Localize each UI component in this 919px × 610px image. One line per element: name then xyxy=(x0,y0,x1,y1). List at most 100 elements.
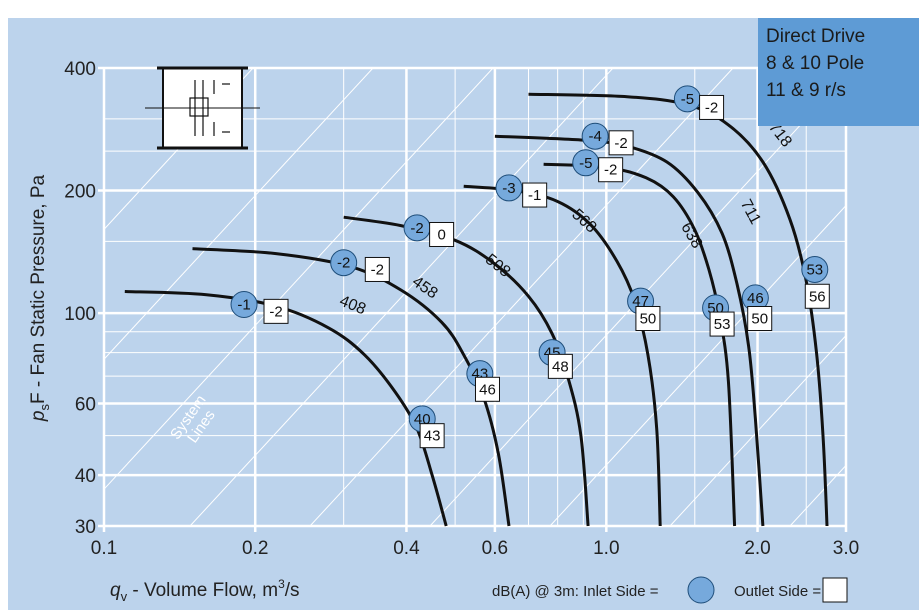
info-line-2: 8 & 10 Pole xyxy=(766,53,865,74)
x-tick-label: 3.0 xyxy=(833,538,859,559)
legend: dB(A) @ 3m: Inlet Side = Outlet Side = xyxy=(492,576,848,604)
legend-outlet-square xyxy=(822,577,848,603)
inlet-badge-711-circle xyxy=(581,122,609,150)
outlet-badge-711-text: -2 xyxy=(614,135,627,152)
info-line-1: Direct Drive xyxy=(766,26,866,47)
outlet-low-badge-568-text: 50 xyxy=(640,311,657,328)
outlet-low-badge-508-square xyxy=(547,353,573,379)
y-axis-label: psF - Fan Static Pressure, Pa xyxy=(28,174,52,422)
inlet-badge-458-text: -2 xyxy=(337,255,350,272)
inlet-badge-711-text: -4 xyxy=(588,128,601,145)
fan-curve-408 xyxy=(124,290,448,527)
outlet-badge-568-text: -1 xyxy=(528,187,541,204)
system-line-7 xyxy=(669,334,846,526)
outlet-low-badge-718-square xyxy=(804,283,830,309)
inlet-low-badge-568-text: 47 xyxy=(632,293,649,310)
drive-info-box: Direct Drive 8 & 10 Pole 11 & 9 r/s xyxy=(758,18,919,126)
inlet-low-badge-718: 53 xyxy=(801,255,829,283)
outlet-low-badge-458-text: 46 xyxy=(479,381,496,398)
outlet-low-badge-408: 43 xyxy=(419,423,445,449)
info-line-3: 11 & 9 r/s xyxy=(766,80,846,101)
fan-schematic-icon xyxy=(145,66,260,150)
y-tick-label: 400 xyxy=(64,59,96,80)
y-tick-label: 40 xyxy=(75,466,96,487)
outlet-badge-508: 0 xyxy=(429,221,455,247)
inlet-badge-508: -2 xyxy=(403,214,431,242)
outlet-low-badge-638: 53 xyxy=(709,311,735,337)
inlet-low-badge-718-circle xyxy=(801,255,829,283)
inlet-low-badge-711: 46 xyxy=(741,284,769,312)
outlet-badge-638-text: -2 xyxy=(604,162,617,179)
inlet-badge-458: -2 xyxy=(330,249,358,277)
outlet-badge-408-text: -2 xyxy=(269,303,282,320)
inlet-badge-718: -5 xyxy=(673,85,701,113)
inlet-badge-711: -4 xyxy=(581,122,609,150)
outlet-badge-408-square xyxy=(263,298,289,324)
outlet-low-badge-458-square xyxy=(474,376,500,402)
x-tick-label: 1.0 xyxy=(593,538,619,559)
inlet-low-badge-718-text: 53 xyxy=(806,261,823,278)
outlet-low-badge-718: 56 xyxy=(804,283,830,309)
outlet-badge-458-text: -2 xyxy=(371,261,384,278)
x-tick-label: 0.1 xyxy=(91,538,117,559)
inlet-badge-638: -5 xyxy=(572,149,600,177)
y-tick-label: 200 xyxy=(64,182,96,203)
y-tick-label: 30 xyxy=(75,517,96,538)
inlet-badge-408-text: -1 xyxy=(237,296,250,313)
outlet-low-badge-408-square xyxy=(419,423,445,449)
system-line-2 xyxy=(104,68,494,490)
fan-curve-718 xyxy=(528,92,829,527)
outlet-badge-508-text: 0 xyxy=(437,226,445,243)
outlet-low-badge-408-text: 43 xyxy=(424,428,441,445)
inlet-badge-568-circle xyxy=(495,174,523,202)
outlet-low-badge-638-text: 53 xyxy=(714,316,731,333)
inlet-badge-508-text: -2 xyxy=(410,220,423,237)
x-tick-labels: 0.1 0.2 0.4 0.6 1.0 2.0 3.0 xyxy=(91,538,859,559)
outlet-badge-718: -2 xyxy=(699,94,725,120)
outlet-low-badge-508: 48 xyxy=(547,353,573,379)
y-tick-labels: 30 40 60 100 200 400 xyxy=(64,59,96,538)
outlet-badge-568-square xyxy=(522,182,548,208)
legend-intro-text: dB(A) @ 3m: Inlet Side = xyxy=(492,583,659,600)
outlet-low-badge-638-square xyxy=(709,311,735,337)
x-tick-label: 0.2 xyxy=(242,538,268,559)
system-line-4 xyxy=(309,68,734,526)
outlet-low-badge-711-square xyxy=(747,306,773,332)
inlet-badge-408-circle xyxy=(230,290,258,318)
outlet-badge-638: -2 xyxy=(598,157,624,183)
x-tick-label: 2.0 xyxy=(744,538,770,559)
outlet-low-badge-718-text: 56 xyxy=(809,288,826,305)
outlet-badge-408: -2 xyxy=(263,298,289,324)
legend-outlet-text: Outlet Side = xyxy=(734,583,821,600)
y-tick-label: 60 xyxy=(75,394,96,415)
inlet-badge-408: -1 xyxy=(230,290,258,318)
inlet-badge-458-circle xyxy=(330,249,358,277)
outlet-badge-458: -2 xyxy=(364,256,390,282)
outlet-badge-718-text: -2 xyxy=(705,99,718,116)
x-tick-label: 0.4 xyxy=(393,538,420,559)
outlet-badge-718-square xyxy=(699,94,725,120)
inlet-badge-568: -3 xyxy=(495,174,523,202)
inlet-badge-568-text: -3 xyxy=(502,180,515,197)
fan-curve-458 xyxy=(192,247,511,527)
outlet-low-badge-568: 50 xyxy=(635,306,661,332)
outlet-low-badge-711: 50 xyxy=(747,306,773,332)
outlet-badge-508-square xyxy=(429,221,455,247)
inlet-low-badge-711-text: 46 xyxy=(747,290,764,307)
outlet-low-badge-711-text: 50 xyxy=(751,311,768,328)
system-line-3 xyxy=(189,68,614,526)
outlet-low-badge-458: 46 xyxy=(474,376,500,402)
system-line-1 xyxy=(104,68,374,361)
inlet-badge-638-text: -5 xyxy=(579,155,592,172)
y-tick-label: 100 xyxy=(64,304,96,325)
outlet-badge-711: -2 xyxy=(608,130,634,156)
outlet-badge-568: -1 xyxy=(522,182,548,208)
x-axis-label: qv - Volume Flow, m3/s xyxy=(110,577,300,604)
outlet-low-badge-568-square xyxy=(635,306,661,332)
inlet-badge-718-text: -5 xyxy=(681,91,694,108)
outlet-low-badge-508-text: 48 xyxy=(552,358,569,375)
outlet-badge-711-square xyxy=(608,130,634,156)
system-line-6 xyxy=(549,204,846,526)
outlet-badge-458-square xyxy=(364,256,390,282)
